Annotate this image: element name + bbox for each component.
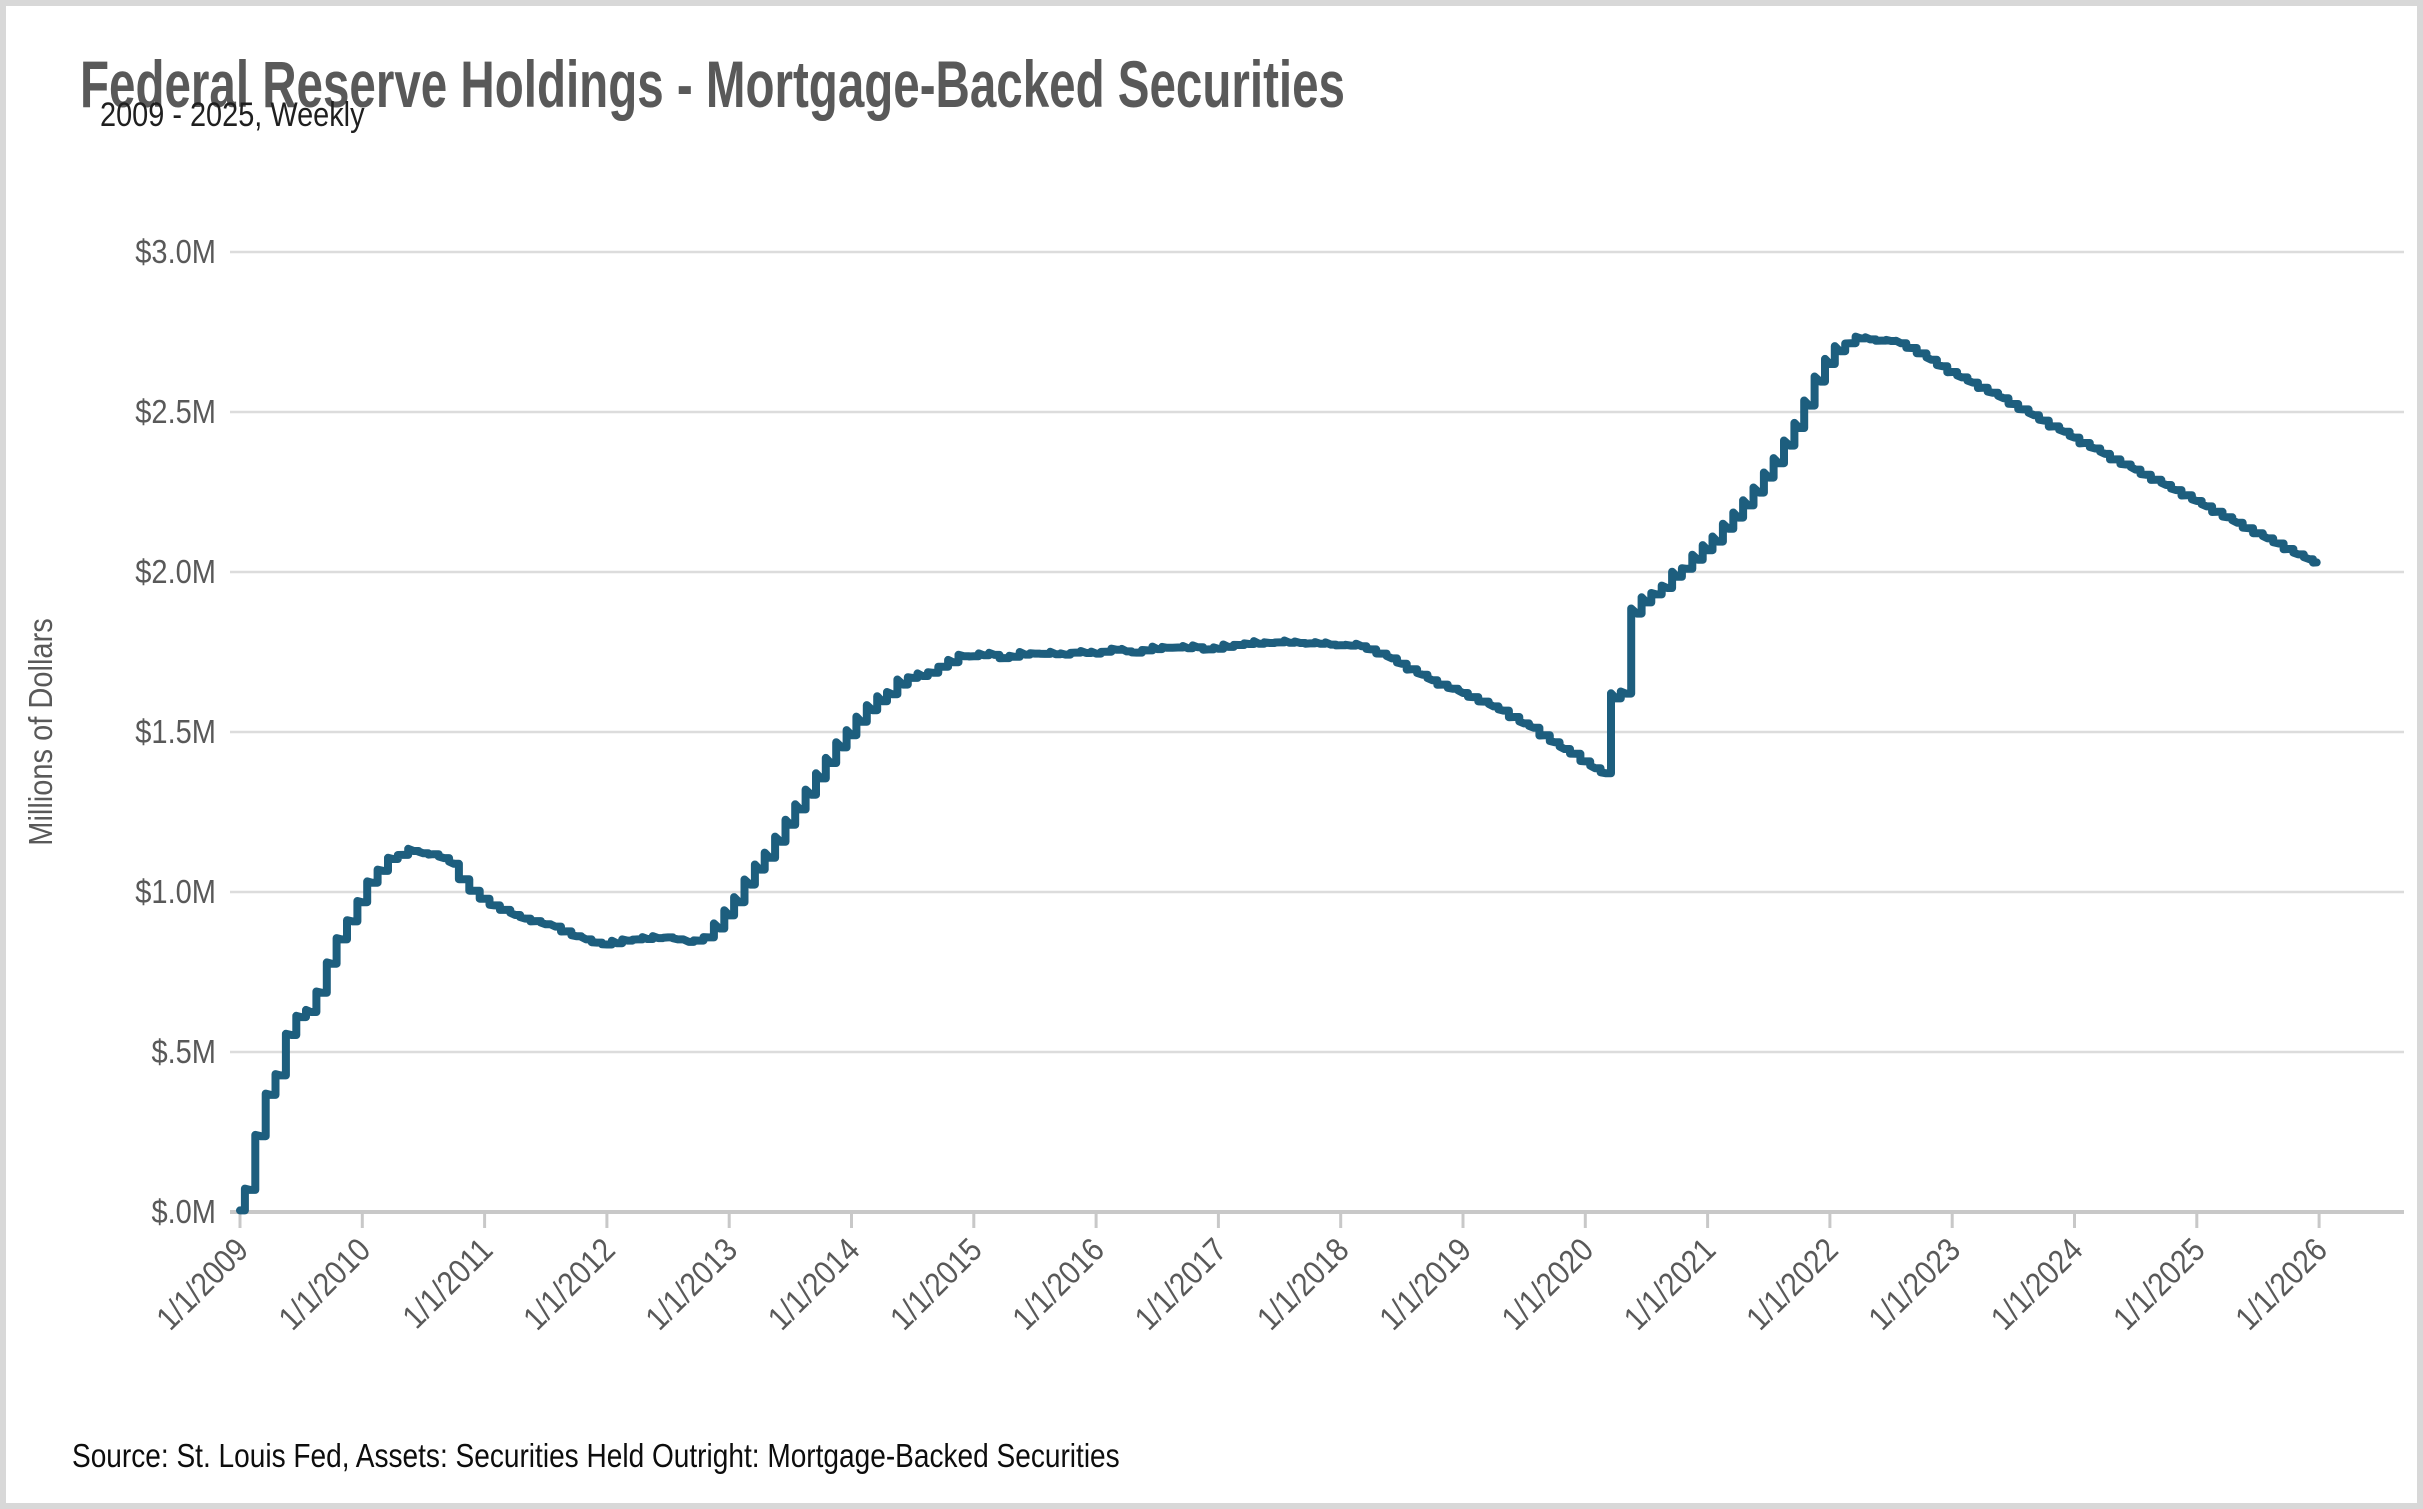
x-tick-label: 1/1/2019 [1372,1231,1478,1337]
y-tick-label: $.5M [151,1033,216,1070]
x-tick-label: 1/1/2013 [638,1231,744,1337]
x-tick-label: 1/1/2026 [2228,1231,2334,1337]
x-tick-label: 1/1/2010 [271,1231,377,1337]
y-tick-label: $.0M [151,1193,216,1230]
x-tick-label: 1/1/2015 [883,1231,989,1337]
x-tick-label: 1/1/2018 [1250,1231,1356,1337]
x-tick-label: 1/1/2014 [761,1231,867,1337]
y-tick-label: $3.0M [135,233,216,270]
x-tick-label: 1/1/2022 [1739,1231,1845,1337]
x-tick-label: 1/1/2021 [1617,1231,1723,1337]
x-tick-label: 1/1/2009 [149,1231,255,1337]
y-tick-label: $1.0M [135,873,216,910]
y-tick-label: $1.5M [135,713,216,750]
x-tick-label: 1/1/2025 [2106,1231,2212,1337]
x-tick-label: 1/1/2023 [1861,1231,1967,1337]
axes [230,1210,2404,1228]
data-line-series [236,332,2321,1215]
y-tick-label: $2.0M [135,553,216,590]
x-tick-label: 1/1/2017 [1127,1231,1233,1337]
x-tick-label: 1/1/2020 [1494,1231,1600,1337]
x-tick-label: 1/1/2016 [1005,1231,1111,1337]
y-axis-title: Millions of Dollars [22,618,59,846]
x-tick-label: 1/1/2012 [516,1231,622,1337]
source-note: Source: St. Louis Fed, Assets: Securitie… [72,1437,1120,1474]
y-tick-label: $2.5M [135,393,216,430]
chart-subtitle: 2009 - 2025, Weekly [100,96,365,134]
x-tick-label: 1/1/2024 [1984,1231,2090,1337]
chart-title: Federal Reserve Holdings - Mortgage-Back… [80,47,1345,121]
x-tick-label: 1/1/2011 [395,1231,500,1336]
gridlines [230,250,2404,1054]
